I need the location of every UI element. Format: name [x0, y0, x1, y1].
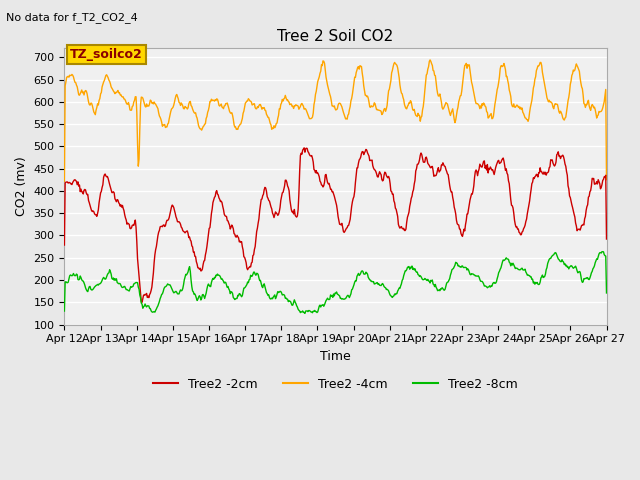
X-axis label: Time: Time [320, 350, 351, 363]
Text: TZ_soilco2: TZ_soilco2 [70, 48, 143, 61]
Y-axis label: CO2 (mv): CO2 (mv) [15, 156, 28, 216]
Legend: Tree2 -2cm, Tree2 -4cm, Tree2 -8cm: Tree2 -2cm, Tree2 -4cm, Tree2 -8cm [148, 372, 522, 396]
Title: Tree 2 Soil CO2: Tree 2 Soil CO2 [277, 29, 394, 44]
Text: No data for f_T2_CO2_4: No data for f_T2_CO2_4 [6, 12, 138, 23]
